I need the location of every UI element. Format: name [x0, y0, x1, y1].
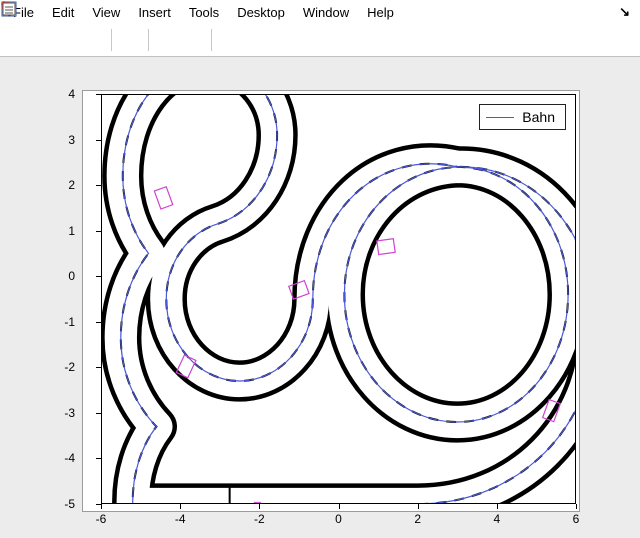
toolbar [0, 24, 640, 57]
xtick-label: -2 [254, 512, 265, 526]
menu-window[interactable]: Window [294, 2, 358, 23]
ytick-label: -5 [45, 497, 75, 511]
dock-icon[interactable]: ↘ [613, 1, 636, 23]
properties-icon[interactable] [244, 28, 268, 52]
menu-edit[interactable]: Edit [43, 2, 83, 23]
ytick-label: -3 [45, 406, 75, 420]
multi-pane-icon[interactable] [181, 28, 205, 52]
track-plot [101, 94, 576, 504]
print-preview-icon[interactable] [118, 28, 142, 52]
menu-bar: File Edit View Insert Tools Desktop Wind… [0, 0, 640, 24]
xtick-label: -4 [175, 512, 186, 526]
save-icon[interactable] [55, 28, 79, 52]
legend-swatch [486, 117, 514, 118]
legend-label: Bahn [522, 109, 555, 125]
ytick-label: -4 [45, 451, 75, 465]
xtick-label: 0 [335, 512, 342, 526]
single-pane-icon[interactable] [155, 28, 179, 52]
menu-tools[interactable]: Tools [180, 2, 228, 23]
legend[interactable]: Bahn [479, 104, 566, 130]
new-file-icon[interactable] [3, 28, 27, 52]
ytick-label: 1 [45, 224, 75, 238]
xtick-label: 2 [414, 512, 421, 526]
ytick-label: 2 [45, 178, 75, 192]
ytick-label: -2 [45, 360, 75, 374]
menu-view[interactable]: View [83, 2, 129, 23]
xtick-label: 6 [573, 512, 580, 526]
ytick-label: 3 [45, 133, 75, 147]
ytick-label: 0 [45, 269, 75, 283]
ytick-label: 4 [45, 87, 75, 101]
menu-insert[interactable]: Insert [129, 2, 180, 23]
ytick-label: -1 [45, 315, 75, 329]
open-folder-icon[interactable] [29, 28, 53, 52]
menu-help[interactable]: Help [358, 2, 403, 23]
axes-box: Bahn -5-4-3-2-101234-6-4-20246 [101, 94, 576, 504]
xtick-label: 4 [493, 512, 500, 526]
xtick-label: -6 [96, 512, 107, 526]
menu-desktop[interactable]: Desktop [228, 2, 294, 23]
figure-axes[interactable]: Bahn -5-4-3-2-101234-6-4-20246 [82, 90, 580, 512]
pointer-icon[interactable] [218, 28, 242, 52]
print-icon[interactable] [81, 28, 105, 52]
